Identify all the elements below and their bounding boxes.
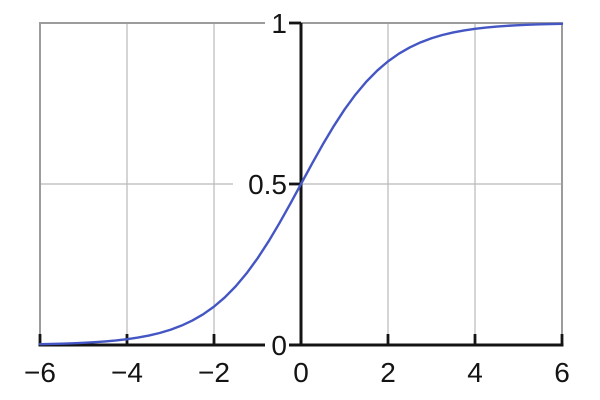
y-tick-label: 1 [271,8,287,39]
x-tick-label: −6 [24,357,56,388]
sigmoid-curve [38,22,564,346]
x-tick-label: 6 [554,357,570,388]
y-tick-label-backing [265,9,289,37]
y-tick-label-backing [233,170,289,198]
x-tick-label: −4 [111,357,143,388]
x-tick-label: −2 [198,357,230,388]
x-tick-label: 4 [467,357,483,388]
x-tick-label: 0 [293,357,309,388]
y-tick-label: 0.5 [248,169,287,200]
y-tick-label-backing [265,331,289,359]
x-tick-label: 2 [380,357,396,388]
y-tick-label: 0 [271,330,287,361]
